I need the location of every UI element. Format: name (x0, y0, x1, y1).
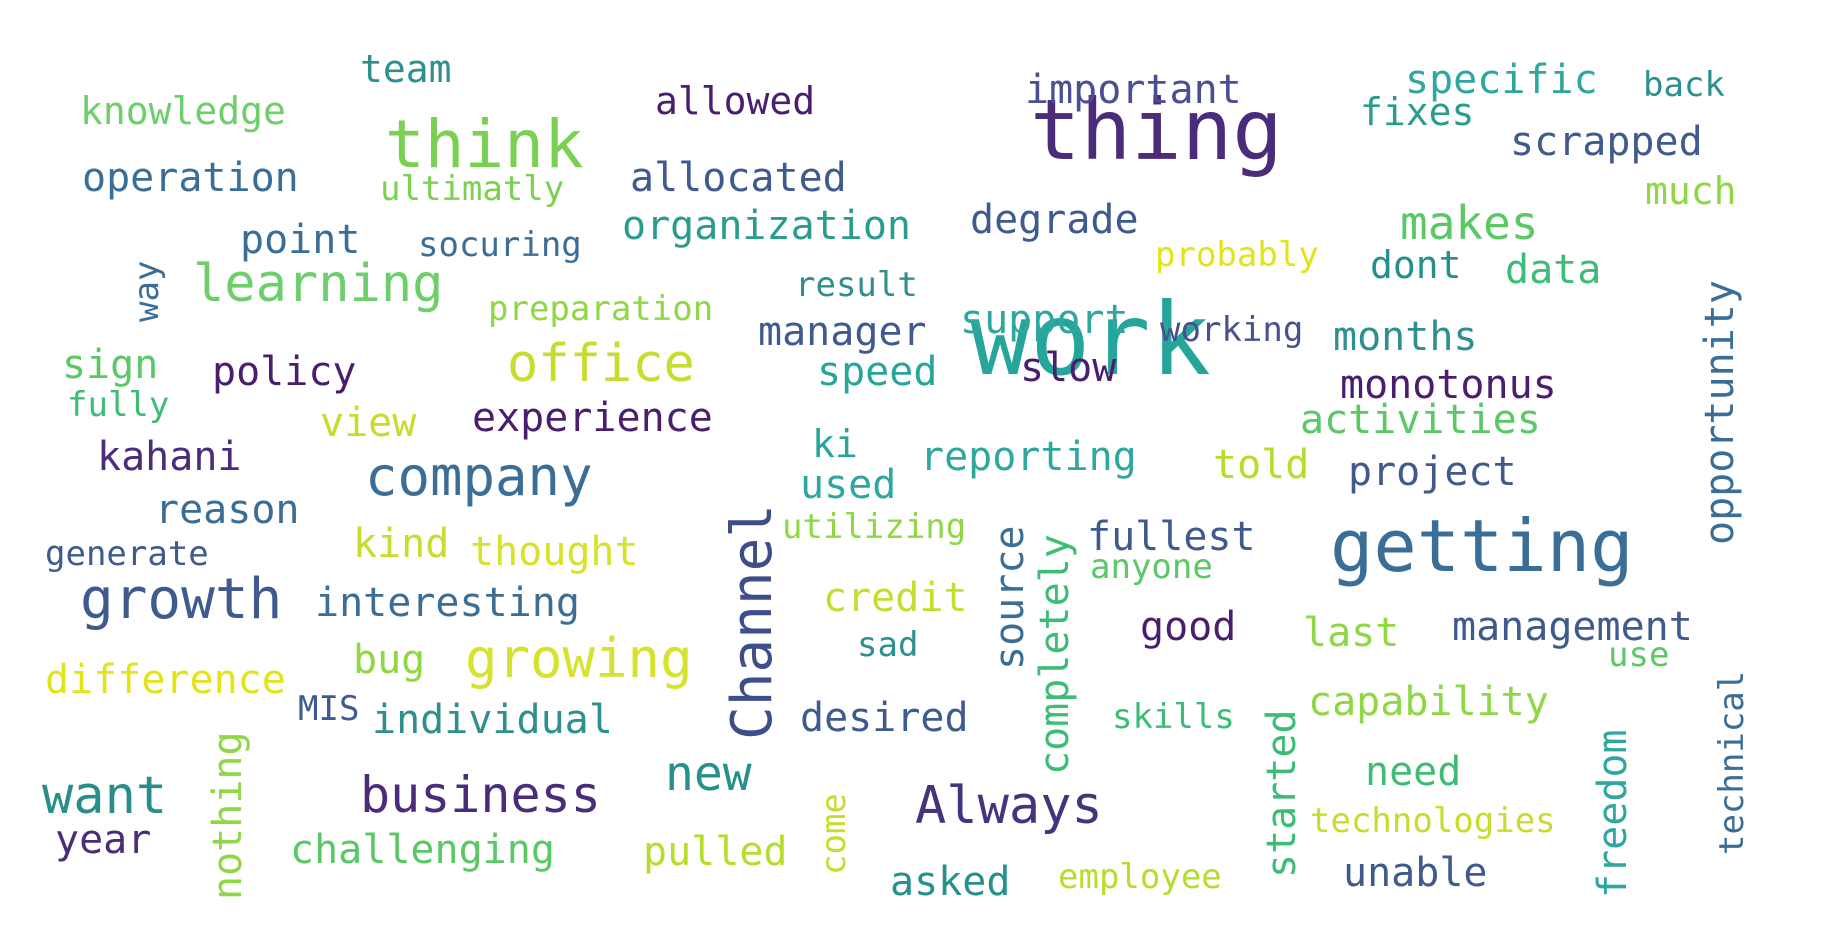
word-company: company (365, 445, 593, 508)
word-mis: MIS (298, 689, 360, 729)
word-pulled: pulled (643, 829, 788, 875)
word-think: think (385, 106, 584, 183)
word-nothing: nothing (205, 731, 251, 900)
word-last: last (1303, 610, 1400, 656)
word-fully: fully (67, 385, 170, 425)
word-thing: thing (1030, 81, 1283, 179)
word-come: come (814, 793, 854, 875)
word-thought: thought (470, 529, 639, 575)
word-capability: capability (1308, 679, 1549, 725)
word-important: important (1025, 67, 1242, 113)
word-knowledge: knowledge (80, 89, 286, 133)
word-fullest: fullest (1087, 514, 1256, 560)
word-technologies: technologies (1310, 801, 1556, 841)
word-difference: difference (45, 657, 286, 703)
word-experience: experience (472, 395, 713, 441)
word-management: management (1452, 604, 1693, 650)
word-result: result (795, 265, 918, 305)
word-desired: desired (800, 695, 969, 741)
word-skills: skills (1112, 697, 1235, 737)
word-preparation: preparation (488, 289, 714, 329)
word-probably: probably (1155, 235, 1319, 275)
word-reporting: reporting (920, 434, 1137, 480)
word-growth: growth (80, 567, 283, 632)
word-individual: individual (372, 697, 613, 743)
word-office: office (507, 334, 695, 394)
word-manager: manager (758, 309, 927, 355)
word-new: new (665, 746, 752, 802)
word-source: source (987, 525, 1033, 671)
word-learning: learning (193, 254, 444, 314)
word-want: want (42, 766, 168, 826)
word-way: way (127, 260, 167, 322)
word-completely: completely (1032, 534, 1078, 775)
word-data: data (1505, 247, 1602, 293)
word-asked: asked (890, 859, 1011, 905)
word-project: project (1348, 449, 1517, 495)
word-always: Always (915, 776, 1103, 836)
word-technical: technical (1712, 670, 1752, 855)
word-kahani: kahani (97, 434, 242, 480)
word-good: good (1140, 604, 1237, 650)
word-specific: specific (1405, 57, 1598, 103)
word-allocated: allocated (630, 155, 847, 201)
word-told: told (1213, 442, 1310, 488)
word-year: year (55, 817, 152, 863)
word-need: need (1365, 749, 1462, 795)
word-interesting: interesting (315, 580, 580, 626)
word-degrade: degrade (970, 197, 1139, 243)
word-ki: ki (812, 422, 858, 466)
word-utilizing: utilizing (782, 507, 967, 547)
word-fixes: fixes (1360, 90, 1475, 134)
word-scrapped: scrapped (1510, 119, 1703, 165)
word-operation: operation (82, 155, 299, 201)
word-back: back (1643, 65, 1725, 105)
word-channel: Channel (720, 503, 785, 740)
word-activities: activities (1300, 397, 1541, 443)
word-freedom: freedom (1590, 729, 1636, 898)
word-business: business (360, 766, 601, 824)
word-socuring: socuring (418, 225, 582, 265)
word-monotonus: monotonus (1340, 362, 1557, 408)
word-getting: getting (1330, 504, 1634, 588)
word-allowed: allowed (655, 79, 816, 123)
word-policy: policy (212, 349, 357, 395)
word-generate: generate (45, 534, 209, 574)
word-support: support (960, 297, 1129, 343)
word-organization: organization (622, 203, 911, 249)
word-ultimatly: ultimatly (380, 169, 565, 209)
word-months: months (1333, 314, 1478, 360)
word-challenging: challenging (290, 827, 555, 873)
word-credit: credit (823, 575, 968, 621)
word-makes: makes (1400, 196, 1539, 250)
word-working: working (1160, 310, 1304, 350)
word-work: work (970, 281, 1211, 398)
word-use: use (1608, 635, 1670, 675)
word-point: point (240, 217, 361, 263)
word-started: started (1259, 709, 1305, 878)
word-used: used (800, 462, 897, 508)
word-much: much (1645, 169, 1737, 213)
word-slow: slow (1020, 345, 1117, 391)
word-growing: growing (465, 627, 693, 690)
word-employee: employee (1058, 857, 1222, 897)
word-dont: dont (1370, 243, 1462, 287)
word-speed: speed (817, 349, 938, 395)
word-anyone: anyone (1090, 547, 1213, 587)
word-team: team (360, 47, 452, 91)
word-sad: sad (857, 625, 919, 665)
word-sign: sign (62, 342, 159, 388)
word-view: view (320, 400, 417, 446)
word-opportunity: opportunity (1697, 280, 1743, 545)
word-bug: bug (353, 637, 426, 683)
word-kind: kind (353, 521, 450, 567)
word-unable: unable (1343, 850, 1488, 896)
word-reason: reason (155, 487, 300, 533)
